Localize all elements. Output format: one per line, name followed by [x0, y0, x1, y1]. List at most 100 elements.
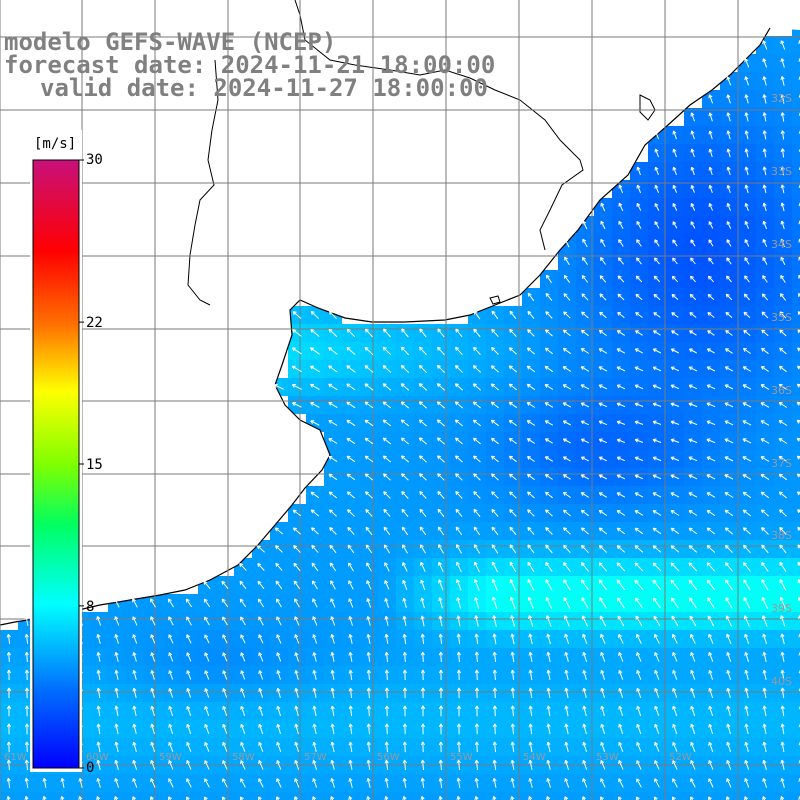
wind-arrow [492, 615, 497, 627]
wind-arrow [456, 651, 461, 663]
wind-arrow [744, 76, 749, 86]
wind-arrow [150, 670, 155, 680]
wind-arrow [635, 615, 643, 627]
wind-arrow [6, 795, 11, 800]
wind-arrow [690, 723, 696, 735]
wind-arrow [510, 669, 515, 681]
wind-arrow [420, 705, 426, 717]
wind-arrow [780, 796, 785, 800]
wind-arrow [24, 669, 30, 681]
wind-arrow [492, 759, 497, 771]
wind-arrow [456, 633, 461, 645]
wind-arrow [654, 633, 660, 644]
wind-arrow [600, 257, 606, 265]
wind-arrow [582, 256, 588, 265]
wind-arrow [652, 330, 661, 336]
wind-arrow [328, 401, 338, 409]
wind-arrow [6, 687, 12, 699]
wind-arrow [778, 402, 788, 408]
wind-arrow [310, 402, 320, 408]
wind-arrow [311, 544, 319, 553]
wind-arrow [598, 545, 608, 553]
wind-arrow [598, 562, 608, 572]
wind-arrow [688, 384, 698, 390]
wind-arrow [744, 94, 749, 104]
field-cell [792, 54, 800, 72]
wind-arrow [600, 633, 606, 645]
wind-arrow [616, 402, 626, 408]
wind-arrow [132, 705, 137, 717]
wind-arrow [690, 778, 696, 788]
wind-arrow [652, 384, 662, 390]
field-cell [792, 558, 800, 576]
wind-arrow [418, 455, 427, 463]
wind-arrow [492, 723, 497, 735]
wind-arrow [564, 687, 569, 699]
wind-arrow [384, 687, 390, 699]
wind-arrow [364, 365, 374, 373]
wind-arrow [544, 420, 554, 426]
wind-arrow [582, 238, 588, 248]
wind-arrow [634, 579, 644, 591]
wind-arrow [726, 633, 732, 645]
longitude-labels: 61W 60W 59W 58W 57W 56W 55W 54W 53W 52W [4, 752, 692, 763]
field-cell [792, 612, 800, 630]
wind-arrow [690, 130, 695, 140]
field-cell [180, 792, 198, 800]
wind-arrow [222, 652, 228, 662]
wind-arrow [347, 544, 355, 554]
wind-arrow [508, 455, 517, 463]
wind-arrow [726, 778, 732, 788]
wind-arrow [346, 346, 356, 355]
field-cell [792, 288, 800, 306]
wind-arrow [472, 401, 482, 409]
wind-arrow [562, 438, 571, 444]
wind-arrow [420, 579, 426, 591]
wind-arrow [382, 455, 392, 463]
field-cell [792, 738, 800, 756]
wind-arrow [780, 687, 785, 699]
wind-arrow [672, 741, 678, 752]
field-cell [522, 792, 540, 800]
wind-arrow [114, 687, 119, 698]
wind-arrow [528, 723, 533, 735]
wind-arrow [472, 419, 482, 427]
wind-arrow [744, 239, 750, 247]
colorbar-gradient [32, 159, 80, 769]
wind-arrow [654, 760, 660, 770]
wind-arrow [760, 491, 770, 499]
wind-arrow [654, 669, 660, 680]
wind-arrow [490, 383, 500, 391]
wind-arrow [418, 437, 428, 445]
wind-arrow [6, 669, 12, 681]
wind-arrow [598, 366, 608, 372]
wind-arrow [132, 687, 137, 699]
wind-arrow [491, 561, 499, 573]
wind-arrow [132, 723, 137, 735]
wind-arrow [114, 796, 119, 800]
wind-arrow [257, 563, 265, 571]
wind-arrow [599, 615, 607, 627]
wind-arrow [132, 669, 137, 680]
field-cell [792, 702, 800, 720]
field-cell [720, 792, 738, 800]
field-cell [792, 630, 800, 648]
wind-arrow [672, 633, 678, 644]
field-cell [792, 594, 800, 612]
wind-arrow [654, 705, 660, 717]
wind-arrow [473, 544, 481, 554]
wind-arrow [438, 633, 443, 645]
wind-arrow [744, 166, 749, 176]
wind-arrow [600, 723, 606, 735]
wind-arrow [437, 455, 445, 463]
wind-arrow [490, 419, 500, 427]
wind-arrow [688, 366, 698, 372]
wind-arrow [600, 778, 606, 788]
wind-arrow [780, 705, 785, 717]
wind-arrow [671, 597, 679, 609]
wind-arrow [346, 473, 356, 481]
wind-arrow [634, 492, 644, 498]
wind-arrow [474, 651, 479, 663]
wind-arrow [580, 527, 589, 535]
